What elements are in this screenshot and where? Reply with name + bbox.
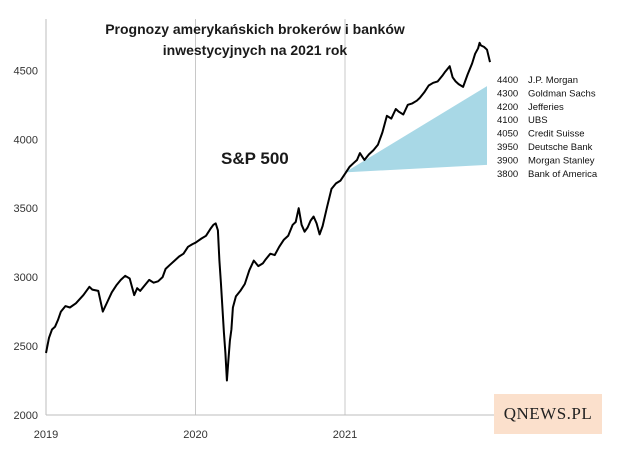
forecast-bank-5: Deutsche Bank	[528, 142, 593, 153]
qnews-logo: QNEWS.PL	[494, 394, 602, 434]
x-tick-label-2021: 2021	[333, 429, 357, 441]
axes: 2000 2500 3000 3500 4000 4500 2019 2020 2021	[14, 19, 494, 441]
forecast-bank-4: Credit Suisse	[528, 129, 585, 140]
forecast-value-7: 3800	[497, 169, 518, 180]
forecast-bank-7: Bank of America	[528, 169, 598, 180]
forecast-value-5: 3950	[497, 142, 518, 153]
x-tick-label-2020: 2020	[183, 429, 207, 441]
forecast-list: 4400 J.P. Morgan 4300 Goldman Sachs 4200 Jeff…	[497, 75, 598, 180]
sp500-label: S&P 500	[221, 149, 289, 168]
x-tick-label-2019: 2019	[34, 429, 58, 441]
chart-title: Prognozy amerykańskich brokerów i banków…	[105, 21, 405, 58]
forecast-range-area	[345, 86, 487, 173]
forecast-bank-3: UBS	[528, 115, 548, 126]
chart-title-line-1: Prognozy amerykańskich brokerów i banków	[105, 21, 405, 37]
forecast-value-6: 3900	[497, 155, 518, 166]
forecast-bank-1: Goldman Sachs	[528, 88, 596, 99]
y-tick-label-4000: 4000	[14, 134, 38, 146]
logo-text: QNEWS.PL	[503, 404, 593, 423]
y-tick-label-2500: 2500	[14, 341, 38, 353]
chart-annotation: S&P 500	[221, 149, 289, 168]
forecast-value-1: 4300	[497, 88, 518, 99]
forecast-value-2: 4200	[497, 102, 518, 113]
chart-title-line-2: inwestycyjnych na 2021 rok	[163, 42, 348, 58]
forecast-value-0: 4400	[497, 75, 518, 86]
y-tick-label-2000: 2000	[14, 410, 38, 422]
forecast-bank-2: Jefferies	[528, 102, 564, 113]
y-tick-label-3500: 3500	[14, 203, 38, 215]
forecast-cone	[345, 86, 487, 173]
forecast-bank-0: J.P. Morgan	[528, 75, 578, 86]
sp500-series	[45, 41, 491, 382]
forecast-value-4: 4050	[497, 129, 518, 140]
y-tick-label-4500: 4500	[14, 65, 38, 77]
grid-lines	[195, 19, 346, 415]
sp500-line-0	[45, 41, 491, 382]
forecast-value-3: 4100	[497, 115, 518, 126]
forecast-bank-6: Morgan Stanley	[528, 155, 595, 166]
y-tick-label-3000: 3000	[14, 272, 38, 284]
